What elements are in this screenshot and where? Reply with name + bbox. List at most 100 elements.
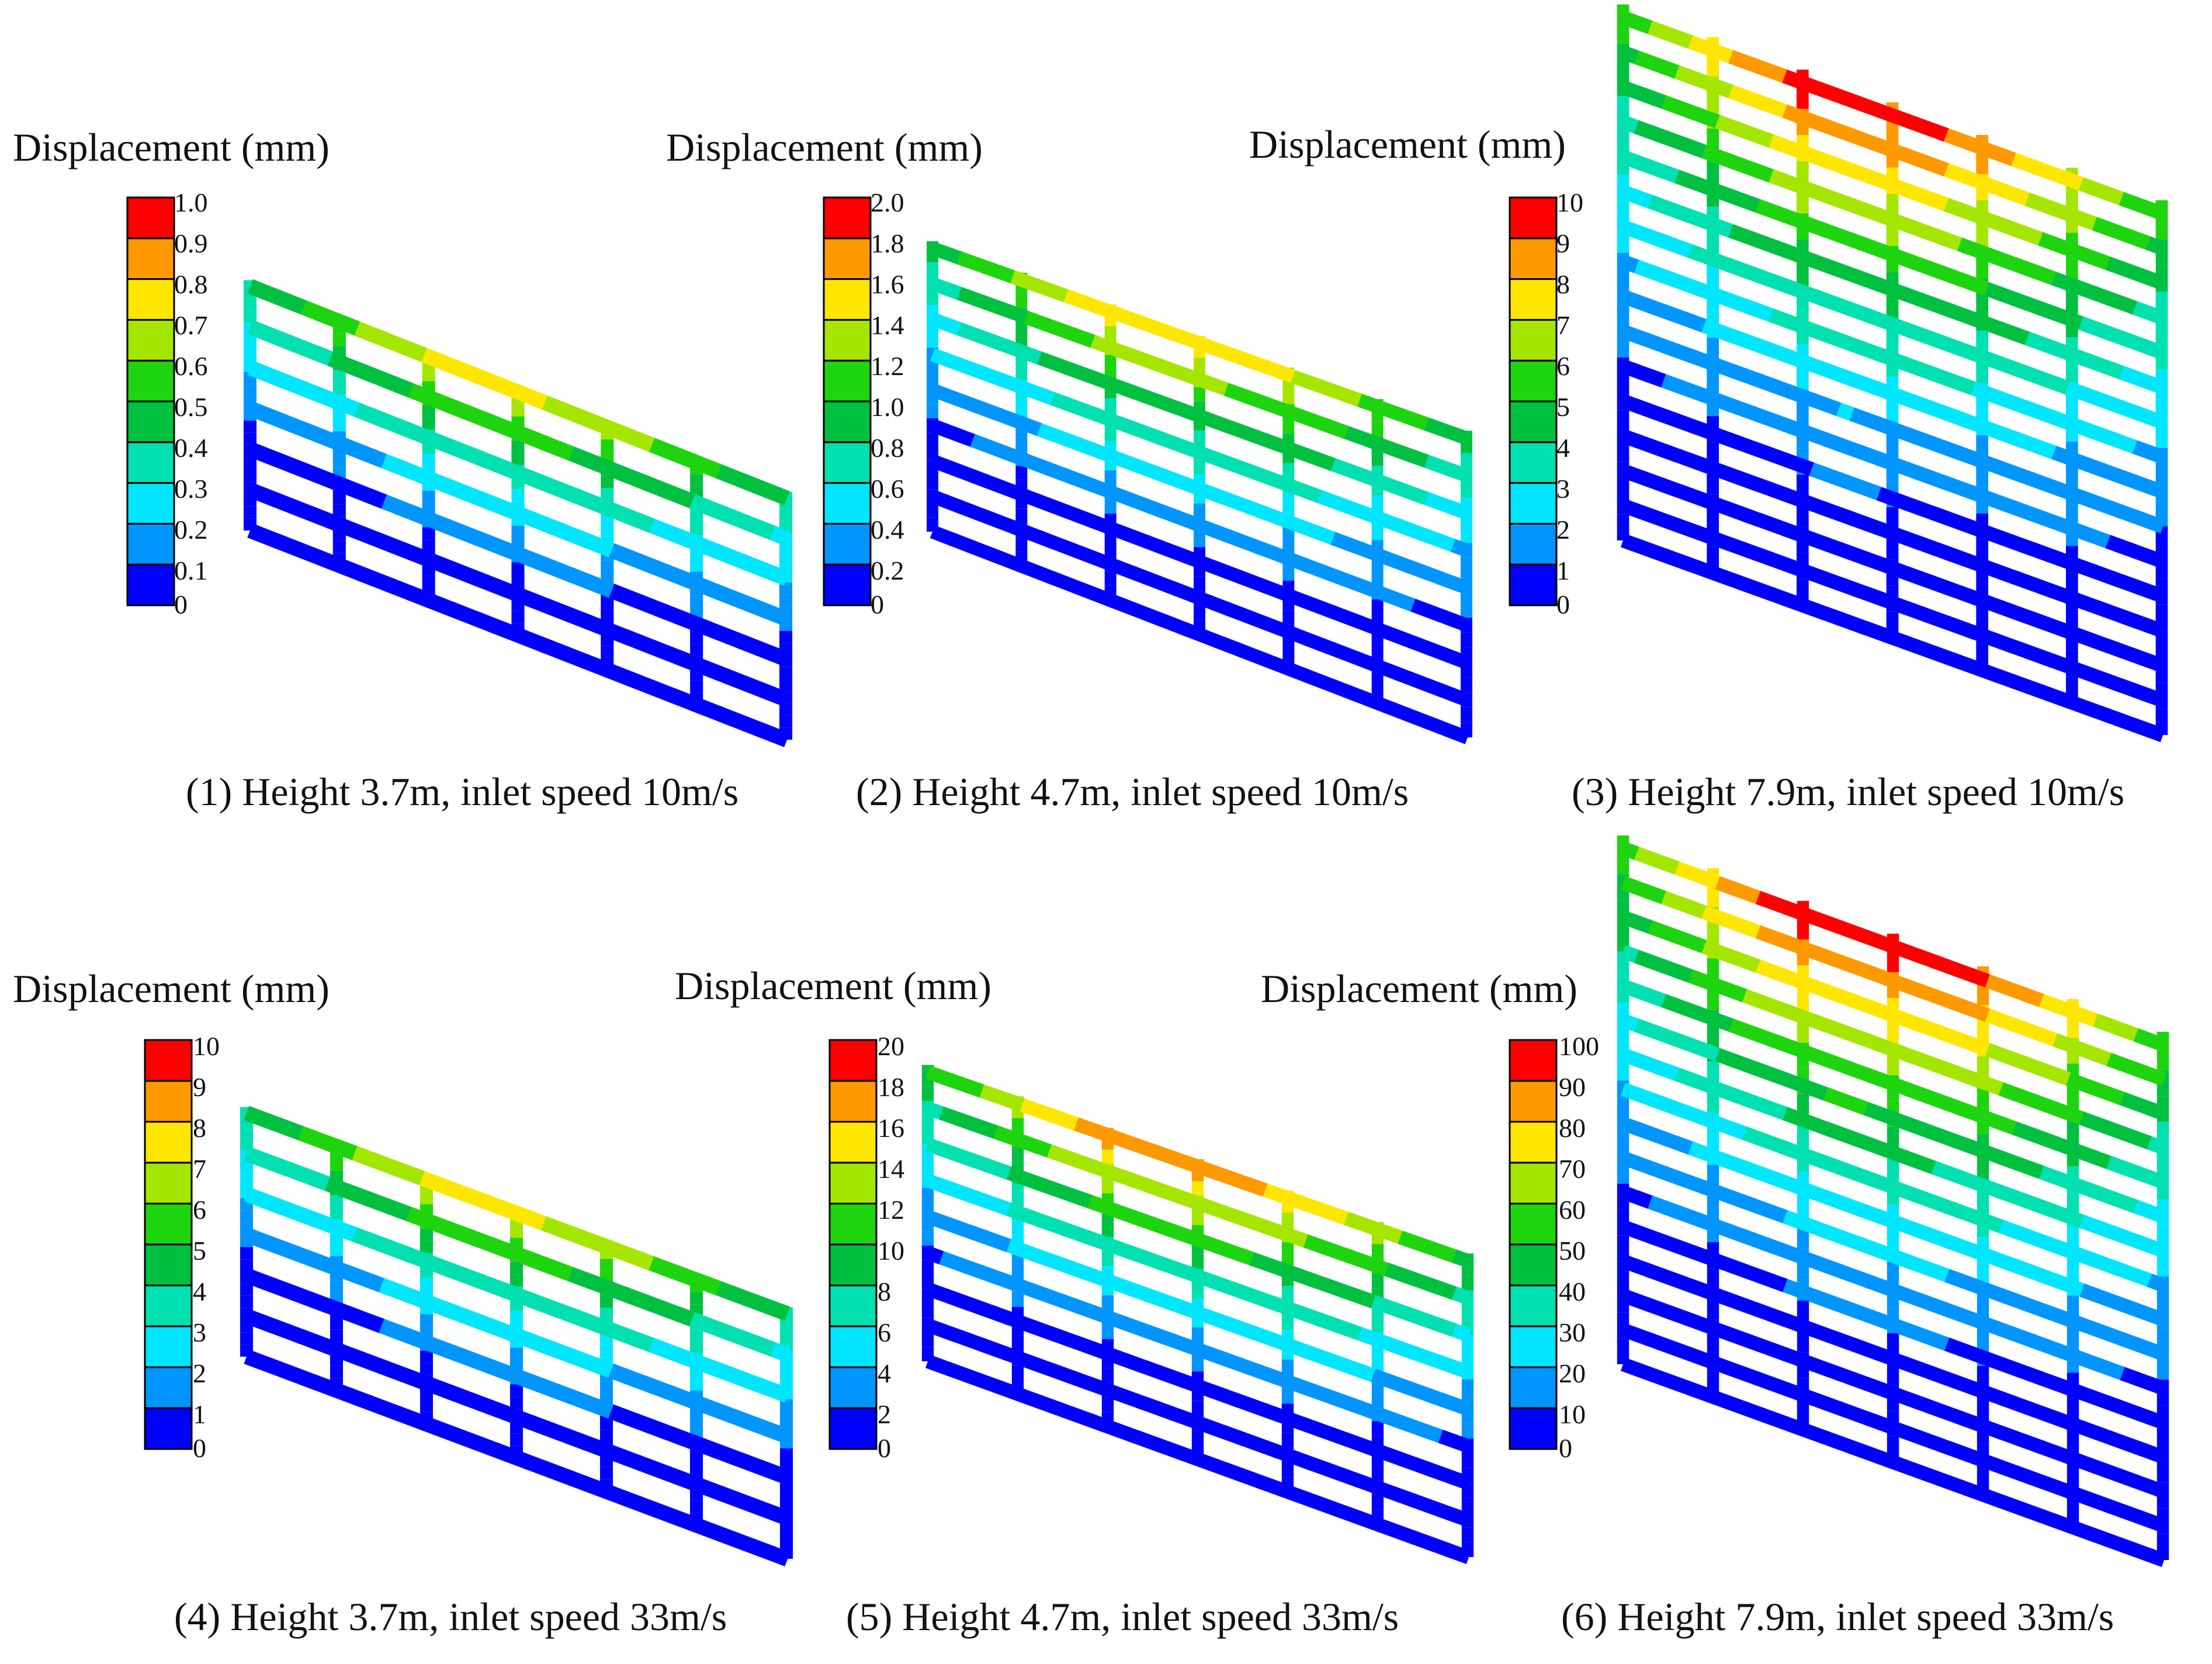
panel-3-rail-segment: [1822, 537, 1842, 556]
panel-3-rail-segment: [1782, 244, 1802, 263]
panel-6-rail-segment: [1918, 1087, 1937, 1106]
panel-6-rail-segment: [1890, 1180, 1911, 1200]
panel-3-rail-segment: [2145, 341, 2165, 360]
panel-4-rail-segment: [770, 1506, 791, 1526]
panel-6-rail-segment: [1688, 969, 1708, 988]
panel-1-rail-segment: [261, 366, 281, 386]
panel-3-rail-segment: [1769, 587, 1788, 606]
panel-5-rail-segment: [1384, 1521, 1404, 1540]
panel-2-rail-segment: [943, 424, 963, 442]
panel-3-rail-segment: [2024, 436, 2044, 455]
panel-6-rail-segment: [1918, 1293, 1937, 1312]
panel-4-rail-segment: [284, 1121, 304, 1141]
panel-4-rail-segment: [244, 1309, 264, 1329]
panel-6-colorbar-segment: [1509, 1121, 1558, 1164]
panel-3-rail-segment: [1674, 448, 1694, 467]
panel-1-rail-segment: [341, 519, 361, 539]
panel-5-colorbar-segment: [828, 1407, 878, 1450]
panel-1-rail-segment: [662, 685, 683, 706]
panel-3-rail-segment: [1715, 79, 1735, 99]
panel-3-rail-segment: [1620, 11, 1641, 30]
panel-3-rail-segment: [2065, 415, 2085, 435]
panel-5-tick-10: 20: [878, 1031, 904, 1061]
panel-2-rail-segment: [1117, 561, 1136, 580]
panel-4-rail-segment: [244, 1268, 264, 1288]
panel-2-tick-2: 0.4: [871, 515, 904, 545]
panel-1-rail-segment: [341, 560, 361, 580]
panel-3-rail-segment: [1863, 552, 1882, 571]
panel-6-rail-segment: [2052, 1445, 2072, 1464]
panel-3-rail-segment: [1728, 189, 1748, 209]
panel-4-rail-segment: [514, 1206, 534, 1226]
panel-4-rail-segment: [743, 1373, 764, 1393]
panel-2-rail-segment: [1184, 441, 1203, 460]
panel-6-rail-segment: [2079, 1077, 2099, 1096]
panel-5-rail-segment: [1154, 1292, 1174, 1311]
panel-5-rail-segment: [1357, 1364, 1377, 1382]
panel-6-rail-segment: [1715, 1117, 1735, 1136]
panel-3-rail-segment: [1822, 502, 1842, 521]
panel-3-rail-segment: [1944, 407, 1964, 426]
panel-2-rail-segment: [1023, 561, 1043, 580]
panel-3-rail-segment: [1863, 273, 1882, 292]
panel-3-rail-segment: [1620, 359, 1641, 379]
panel-6-rail-segment: [1728, 1018, 1748, 1037]
panel-6-rail-segment: [1863, 1102, 1883, 1121]
panel-2-rail-segment: [1184, 332, 1203, 351]
panel-2-rail-segment: [1024, 275, 1043, 293]
panel-1-rail-segment: [582, 613, 602, 634]
panel-5-rail-segment: [1222, 1169, 1242, 1188]
panel-2-rail-segment: [1077, 402, 1097, 421]
panel-3-rail-segment: [1984, 456, 2004, 475]
panel-1-rail-segment: [756, 520, 776, 540]
panel-2-rail-segment: [1023, 311, 1043, 329]
panel-4-rail-segment: [311, 1212, 331, 1232]
panel-2-rail-segment: [930, 419, 949, 438]
panel-6-rail-segment: [1783, 1244, 1802, 1263]
panel-2-rail-segment: [1223, 456, 1243, 474]
panel-2-rail-segment: [1384, 477, 1403, 496]
panel-1-rail-segment: [555, 401, 575, 421]
panel-3-rail-segment: [1903, 183, 1923, 202]
panel-4-rail-segment: [662, 1465, 682, 1485]
panel-2-rail-segment: [1357, 431, 1377, 449]
panel-6-rail-segment: [2147, 1067, 2166, 1086]
panel-5-rail-segment: [1020, 1171, 1039, 1190]
panel-3-rail-segment: [2132, 440, 2152, 459]
panel-2-colorbar-segment: [823, 563, 872, 606]
panel-3-rail-segment: [2132, 649, 2152, 668]
panel-5-rail-segment: [1438, 1467, 1458, 1485]
panel-4-rail-segment: [432, 1216, 453, 1237]
panel-3-rail-segment: [2145, 202, 2165, 221]
panel-3-rail-segment: [2105, 639, 2125, 658]
panel-2-rail-segment: [1010, 484, 1029, 503]
panel-6-rail-segment: [2106, 1499, 2126, 1519]
panel-3-rail-segment: [1715, 115, 1735, 134]
panel-6-rail-segment: [1998, 1082, 2018, 1101]
panel-3-rail-segment: [1688, 244, 1708, 264]
panel-6-rail-segment: [1809, 1288, 1829, 1308]
panel-3-rail-segment: [2092, 669, 2112, 688]
panel-3-rail-segment: [1971, 451, 1991, 470]
panel-6-rail-segment: [2039, 1166, 2059, 1184]
panel-4-rail-segment: [702, 1440, 723, 1460]
panel-3-rail-segment: [2051, 167, 2071, 186]
panel-6-rail-segment: [2052, 1170, 2072, 1190]
panel-2-rail-segment: [1223, 419, 1243, 438]
panel-3-legend-title: Displacement (mm): [1249, 122, 1566, 167]
panel-3-rail-segment: [2078, 351, 2098, 370]
panel-6-rail-segment: [2106, 1224, 2126, 1243]
panel-3-rail-segment: [1647, 439, 1667, 458]
panel-3-rail-segment: [1701, 423, 1721, 442]
panel-2-rail-segment: [1437, 608, 1457, 628]
panel-4-rail-segment: [635, 1496, 656, 1516]
panel-4-rail-segment: [702, 1358, 723, 1378]
panel-5-tick-0: 0: [878, 1433, 891, 1463]
panel-6-rail-segment: [1904, 1391, 1924, 1410]
panel-2-rail-segment: [1117, 597, 1136, 616]
panel-6-rail-segment: [1796, 1077, 1816, 1096]
panel-1-rail-segment: [421, 348, 442, 368]
panel-3-rail-segment: [2024, 192, 2044, 212]
panel-6-rail-segment: [1958, 1274, 1978, 1292]
panel-3-rail-segment: [1647, 264, 1667, 283]
